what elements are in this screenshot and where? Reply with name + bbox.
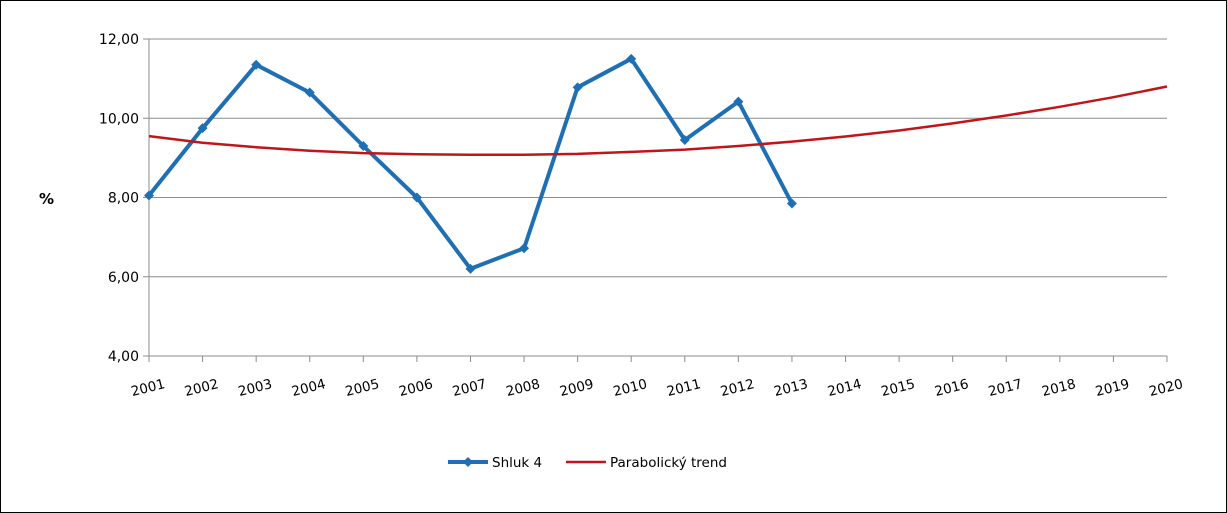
x-tick-label: 2004 xyxy=(290,376,327,400)
x-tick-label: 2008 xyxy=(504,376,541,400)
x-tick-label: 2016 xyxy=(933,376,970,400)
y-axis-label: % xyxy=(39,190,54,208)
series-line xyxy=(147,56,794,271)
x-tick-label: 2015 xyxy=(880,376,917,400)
x-tick-label: 2005 xyxy=(344,376,381,400)
data-point xyxy=(626,53,637,64)
legend: Shluk 4 Parabolický trend xyxy=(448,455,727,471)
x-tick-label: 2019 xyxy=(1094,376,1131,400)
gridlines xyxy=(149,38,1167,278)
data-point xyxy=(197,123,208,134)
data-point xyxy=(679,135,690,146)
data-point xyxy=(358,140,369,151)
data-point xyxy=(304,87,315,98)
y-tick-label: 8,00 xyxy=(108,191,139,207)
x-tick-labels: 2001 2002 2003 2004 2005 2006 2007 2008 2009 2010… xyxy=(129,376,1184,400)
y-tick-label: 4,00 xyxy=(108,349,139,365)
y-tick-labels: 4,00 6,00 8,00 10,00 12,00 xyxy=(99,32,139,365)
data-point xyxy=(786,198,797,209)
data-point xyxy=(465,263,476,274)
x-tick-label: 2011 xyxy=(665,376,702,400)
y-tick-label: 12,00 xyxy=(99,32,139,48)
x-tick-label: 2017 xyxy=(987,376,1024,400)
x-tick-label: 2014 xyxy=(826,376,863,400)
data-point xyxy=(251,59,262,70)
series-line xyxy=(148,85,1168,156)
legend-swatch-marker xyxy=(463,457,473,467)
x-tick-label: 2006 xyxy=(397,376,434,400)
x-tick-label: 2009 xyxy=(558,376,595,400)
data-point xyxy=(411,192,422,203)
x-tick-label: 2012 xyxy=(719,376,756,400)
x-tick-label: 2003 xyxy=(237,376,274,400)
x-tick-label: 2001 xyxy=(129,376,166,400)
x-tick-label: 2018 xyxy=(1040,376,1077,400)
data-point xyxy=(144,190,154,201)
y-tick-label: 6,00 xyxy=(108,270,139,286)
y-tick-label: 10,00 xyxy=(99,111,139,127)
x-tick-label: 2002 xyxy=(183,376,220,400)
x-tick-label: 2013 xyxy=(772,376,809,400)
x-tick-label: 2020 xyxy=(1147,376,1184,400)
data-point xyxy=(733,96,744,107)
data-point xyxy=(572,82,583,93)
series xyxy=(144,53,1168,274)
axes xyxy=(143,38,1168,362)
legend-label: Parabolický trend xyxy=(610,455,727,471)
x-tick-label: 2010 xyxy=(612,376,649,400)
legend-label: Shluk 4 xyxy=(492,455,542,471)
data-point xyxy=(519,243,530,254)
x-tick-label: 2007 xyxy=(451,376,488,400)
